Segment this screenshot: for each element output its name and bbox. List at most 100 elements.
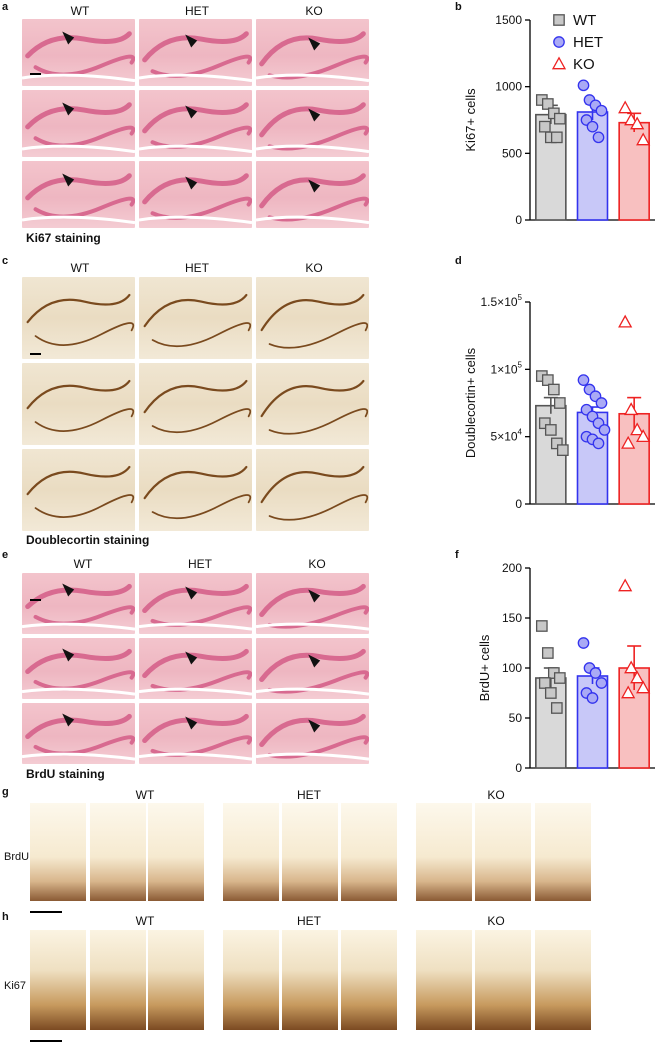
y-tick-label: 50	[509, 711, 523, 725]
histology-tile	[256, 573, 369, 634]
arrowhead-icon	[308, 719, 321, 733]
data-point	[541, 647, 554, 659]
histology-tile	[22, 703, 135, 764]
histology-tile	[256, 449, 369, 531]
data-point	[624, 660, 639, 674]
histology-tile	[256, 363, 369, 445]
y-tick-label: 100	[502, 661, 522, 675]
arrowhead-icon	[62, 648, 75, 662]
arrowhead-icon	[62, 173, 75, 187]
panel-e-group-wt: WT	[73, 557, 93, 571]
y-axis: 0 500 1000 1500	[495, 13, 531, 227]
data-point	[586, 692, 599, 704]
histology-tile	[256, 19, 369, 86]
data-point	[577, 374, 590, 386]
scale-bar	[30, 1040, 62, 1042]
histology-tile	[139, 449, 252, 531]
y-tick-label: 1×105	[491, 360, 523, 376]
panel-e-group-ko: KO	[308, 557, 326, 571]
panel-a-caption: Ki67 staining	[26, 231, 101, 245]
data-point	[636, 132, 651, 146]
panel-letter-e: e	[2, 549, 9, 561]
histology-tile	[256, 703, 369, 764]
histology-tile	[22, 277, 135, 359]
cortex-image-tile	[341, 803, 397, 901]
panel-letter-g: g	[2, 786, 9, 798]
y-tick-label: 0	[515, 761, 522, 775]
histology-tile	[139, 573, 252, 634]
y-axis: 0 50 100 150 200	[502, 561, 531, 775]
panel-a-group-ko: KO	[305, 4, 323, 18]
y-tick-label: 0	[515, 497, 522, 511]
panel-a-group-het: HET	[185, 4, 209, 18]
panel-a-group-wt: WT	[70, 4, 90, 18]
data-point	[550, 131, 563, 144]
histology-tile	[139, 90, 252, 157]
panel-letter-b: b	[455, 1, 462, 13]
cortex-image-tile	[475, 930, 531, 1030]
data-point	[621, 435, 636, 449]
data-point	[630, 116, 645, 130]
data-point	[586, 120, 599, 133]
histology-tile	[22, 363, 135, 445]
scale-bar	[30, 599, 41, 601]
arrowhead-icon	[308, 179, 321, 193]
histology-tile	[22, 449, 135, 531]
histology-tile	[256, 90, 369, 157]
data-point	[544, 687, 557, 699]
data-point	[550, 702, 563, 714]
data-point	[553, 112, 566, 125]
panel-c-caption: Doublecortin staining	[26, 533, 150, 547]
arrowhead-icon	[185, 586, 198, 600]
cortex-image-tile	[341, 930, 397, 1030]
panel-letter-a: a	[2, 1, 9, 13]
data-point	[556, 444, 569, 456]
data-point	[553, 397, 566, 409]
legend-label: KO	[573, 56, 595, 73]
cortex-image-tile	[30, 930, 86, 1030]
panel-e-caption: BrdU staining	[26, 767, 105, 781]
y-tick-label: 0	[515, 213, 522, 227]
scale-bar	[30, 353, 41, 355]
y-tick-label: 150	[502, 611, 522, 625]
cortex-image-tile	[148, 803, 204, 901]
data-point	[577, 79, 590, 92]
arrowhead-icon	[185, 34, 198, 48]
chart-doublecortin: 0 5×104 1×105 1.5×105 Doublecortin+ cells	[463, 293, 655, 511]
data-point	[551, 56, 567, 70]
data-point	[547, 383, 560, 396]
cortex-image-tile	[282, 930, 338, 1030]
cortex-image-tile	[90, 930, 146, 1030]
cortex-image-tile	[416, 930, 472, 1030]
y-tick-label: 1000	[495, 80, 522, 94]
arrowhead-icon	[185, 651, 198, 665]
data-point	[553, 36, 565, 48]
legend-label: WT	[573, 12, 596, 29]
data-point	[553, 672, 566, 684]
legend-label: HET	[573, 34, 603, 51]
cortex-image-tile	[416, 803, 472, 901]
histology-tile	[22, 638, 135, 699]
cortex-image-tile	[223, 930, 279, 1030]
histology-tile	[22, 161, 135, 228]
panel-c-group-ko: KO	[305, 261, 323, 275]
panel-h-group-ko: KO	[487, 914, 505, 928]
data-point	[544, 424, 557, 436]
scale-bar	[30, 73, 41, 75]
cortex-image-tile	[282, 803, 338, 901]
y-axis-label: Ki67+ cells	[463, 88, 478, 152]
y-tick-label: 5×104	[491, 428, 523, 444]
histology-tile	[139, 703, 252, 764]
data-point	[553, 14, 565, 26]
panel-g-group-het: HET	[297, 788, 321, 802]
panel-g-group-wt: WT	[135, 788, 155, 802]
histology-tile	[139, 638, 252, 699]
data-point	[621, 685, 636, 699]
arrowhead-icon	[62, 102, 75, 116]
arrowhead-icon	[62, 31, 75, 45]
cortex-image-tile	[475, 803, 531, 901]
histology-tile	[139, 277, 252, 359]
y-tick-label: 1500	[495, 13, 522, 27]
cortex-image-tile	[535, 930, 591, 1030]
panel-c-group-wt: WT	[70, 261, 90, 275]
